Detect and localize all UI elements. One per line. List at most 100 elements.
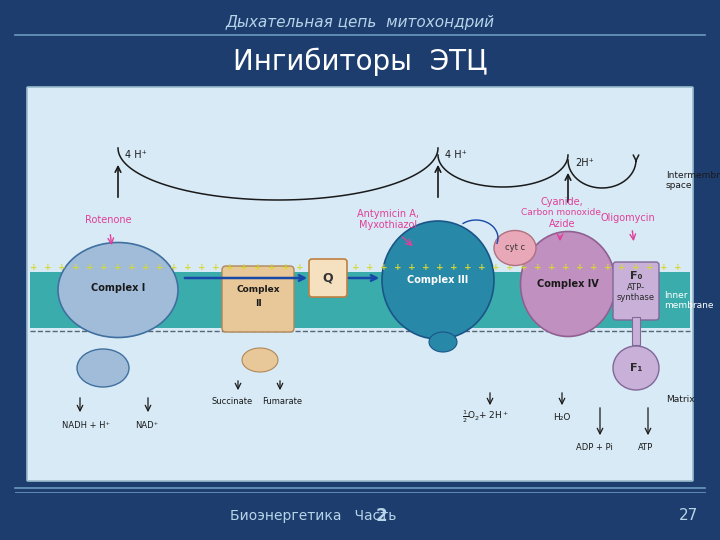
- FancyBboxPatch shape: [309, 259, 347, 297]
- Text: +: +: [506, 264, 514, 273]
- Text: +: +: [632, 264, 640, 273]
- Text: +: +: [58, 264, 66, 273]
- Text: +: +: [352, 264, 360, 273]
- Text: Matrix: Matrix: [666, 395, 695, 404]
- Text: +: +: [170, 264, 178, 273]
- Text: +: +: [464, 264, 472, 273]
- Text: +: +: [212, 264, 220, 273]
- Text: +: +: [520, 264, 528, 273]
- Text: +: +: [450, 264, 458, 273]
- Ellipse shape: [494, 231, 536, 266]
- Text: Биоэнергетика   Часть: Биоэнергетика Часть: [230, 509, 401, 523]
- Text: Q: Q: [323, 272, 333, 285]
- Text: 2H⁺: 2H⁺: [575, 158, 594, 168]
- Text: membrane: membrane: [664, 300, 714, 309]
- Text: +: +: [254, 264, 262, 273]
- Text: +: +: [338, 264, 346, 273]
- Text: Complex IV: Complex IV: [537, 279, 599, 289]
- Text: +: +: [660, 264, 668, 273]
- Text: +: +: [184, 264, 192, 273]
- Text: +: +: [436, 264, 444, 273]
- Text: cyt c: cyt c: [505, 244, 525, 253]
- Text: Oligomycin: Oligomycin: [600, 213, 655, 223]
- Ellipse shape: [429, 332, 457, 352]
- Text: +: +: [72, 264, 80, 273]
- Text: ATP: ATP: [638, 442, 653, 451]
- Text: $\frac{1}{2}$O$_2$+ 2H$^+$: $\frac{1}{2}$O$_2$+ 2H$^+$: [462, 409, 509, 426]
- Text: Intermembrane: Intermembrane: [666, 171, 720, 179]
- Text: Succinate: Succinate: [212, 397, 253, 407]
- Text: F₀: F₀: [630, 271, 642, 281]
- Text: +: +: [282, 264, 290, 273]
- Text: 4 H⁺: 4 H⁺: [125, 150, 147, 160]
- Text: +: +: [576, 264, 584, 273]
- FancyBboxPatch shape: [27, 87, 693, 481]
- Text: +: +: [198, 264, 206, 273]
- Text: +: +: [590, 264, 598, 273]
- Text: +: +: [562, 264, 570, 273]
- Ellipse shape: [613, 346, 659, 390]
- Text: +: +: [240, 264, 248, 273]
- Text: +: +: [394, 264, 402, 273]
- Text: +: +: [142, 264, 150, 273]
- Text: Complex: Complex: [236, 286, 280, 294]
- Text: Fumarate: Fumarate: [262, 397, 302, 407]
- Text: ADP + Pi: ADP + Pi: [576, 442, 613, 451]
- Text: 4 H⁺: 4 H⁺: [445, 150, 467, 160]
- Text: Cyanide,: Cyanide,: [541, 197, 583, 207]
- Text: +: +: [310, 264, 318, 273]
- Ellipse shape: [382, 221, 494, 339]
- Text: +: +: [478, 264, 486, 273]
- Text: space: space: [666, 180, 693, 190]
- Text: +: +: [618, 264, 626, 273]
- Text: Myxothiazol: Myxothiazol: [359, 220, 417, 230]
- Text: +: +: [534, 264, 542, 273]
- Text: 2: 2: [376, 507, 387, 525]
- Text: Azide: Azide: [549, 219, 575, 229]
- Ellipse shape: [58, 242, 178, 338]
- Text: +: +: [604, 264, 612, 273]
- Text: Antymicin A,: Antymicin A,: [357, 209, 419, 219]
- Text: +: +: [674, 264, 682, 273]
- Text: +: +: [128, 264, 136, 273]
- Text: +: +: [422, 264, 430, 273]
- Text: +: +: [380, 264, 388, 273]
- Text: +: +: [296, 264, 304, 273]
- Text: H₂O: H₂O: [553, 413, 570, 422]
- Text: +: +: [226, 264, 234, 273]
- Text: +: +: [646, 264, 654, 273]
- FancyBboxPatch shape: [222, 266, 294, 332]
- Text: NAD⁺: NAD⁺: [135, 421, 158, 429]
- Text: Complex I: Complex I: [91, 283, 145, 293]
- Ellipse shape: [521, 232, 616, 336]
- Text: Complex III: Complex III: [408, 275, 469, 285]
- Text: Inner: Inner: [664, 291, 688, 300]
- Text: Rotenone: Rotenone: [85, 215, 131, 225]
- Text: synthase: synthase: [617, 294, 655, 302]
- Bar: [632, 317, 640, 345]
- Text: +: +: [366, 264, 374, 273]
- Text: +: +: [114, 264, 122, 273]
- Text: +: +: [324, 264, 332, 273]
- Text: Carbon monoxide,: Carbon monoxide,: [521, 208, 603, 218]
- Text: +: +: [408, 264, 416, 273]
- Bar: [30, 272, 690, 328]
- Text: +: +: [44, 264, 52, 273]
- Text: +: +: [156, 264, 164, 273]
- Text: +: +: [30, 264, 38, 273]
- FancyBboxPatch shape: [613, 262, 659, 320]
- Ellipse shape: [77, 349, 129, 387]
- Text: ATP-: ATP-: [627, 282, 645, 292]
- Text: +: +: [548, 264, 556, 273]
- Text: 27: 27: [679, 509, 698, 523]
- Text: +: +: [86, 264, 94, 273]
- Text: Дыхательная цепь  митохондрий: Дыхательная цепь митохондрий: [225, 15, 495, 30]
- Text: F₁: F₁: [630, 363, 642, 373]
- Text: NADH + H⁺: NADH + H⁺: [62, 421, 110, 429]
- Ellipse shape: [242, 348, 278, 372]
- Text: +: +: [268, 264, 276, 273]
- Text: II: II: [255, 300, 261, 308]
- Text: Ингибиторы  ЭТЦ: Ингибиторы ЭТЦ: [233, 48, 487, 76]
- Text: +: +: [492, 264, 500, 273]
- Text: +: +: [100, 264, 108, 273]
